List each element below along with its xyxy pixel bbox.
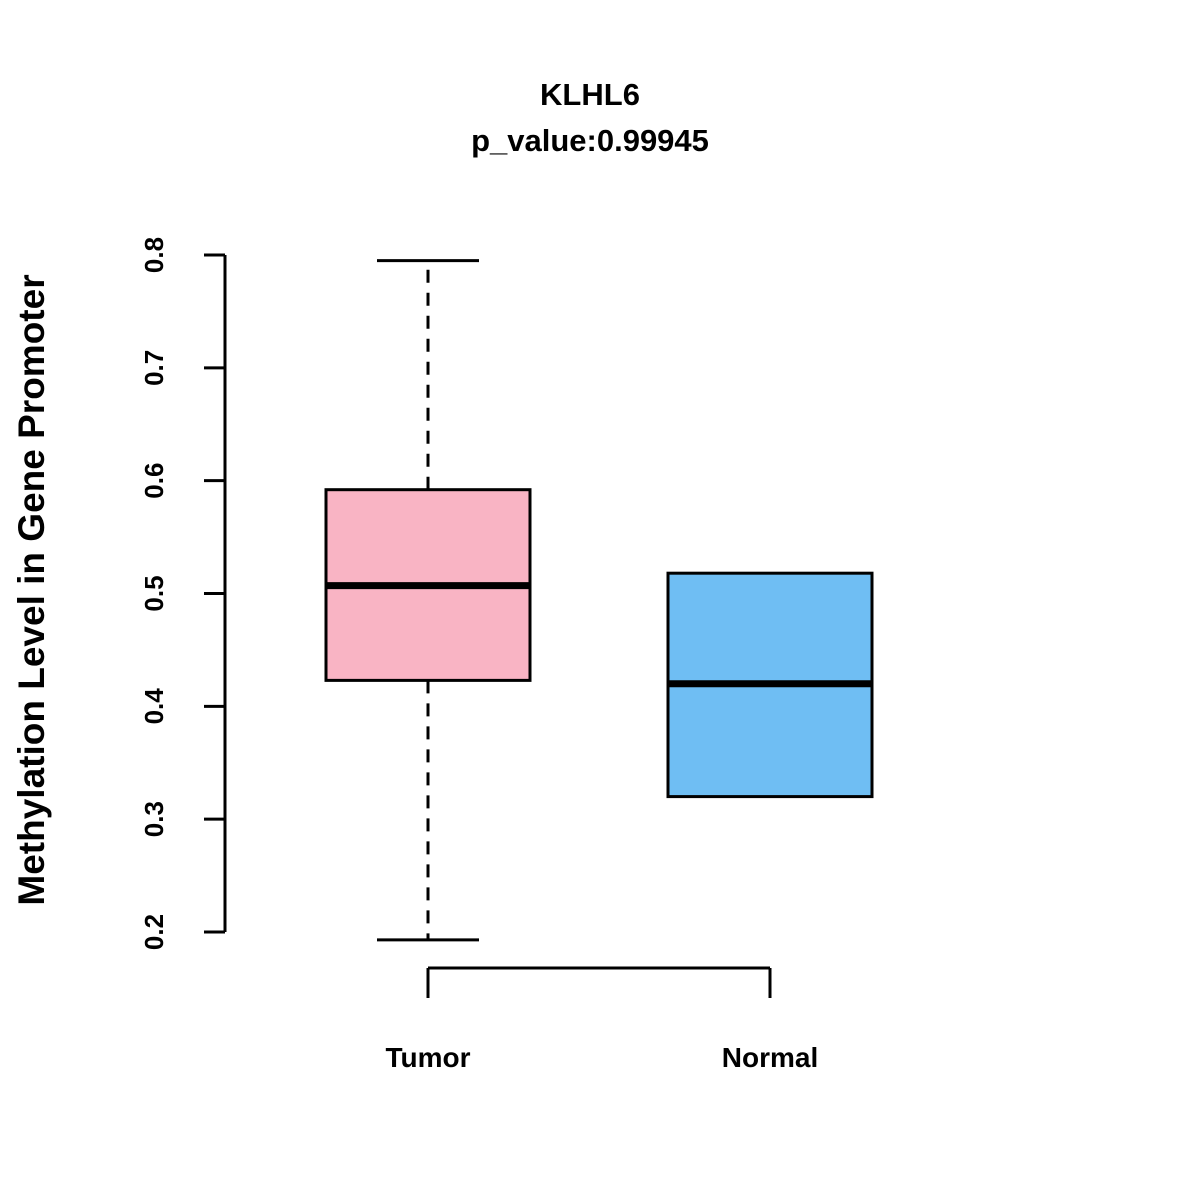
y-axis-title: Methylation Level in Gene Promoter [11,274,52,905]
y-tick-label: 0.4 [139,688,169,725]
x-label-tumor: Tumor [385,1042,470,1073]
y-tick-label: 0.2 [139,914,169,950]
y-tick-label: 0.3 [139,801,169,837]
chart-subtitle: p_value:0.99945 [471,123,709,158]
y-tick-label: 0.6 [139,463,169,499]
chart-title-block: KLHL6 p_value:0.99945 [0,72,1180,164]
y-tick-label: 0.8 [139,237,169,273]
y-tick-label: 0.5 [139,575,169,611]
chart-title: KLHL6 [540,77,640,112]
y-tick-label: 0.7 [139,350,169,386]
x-label-normal: Normal [722,1042,818,1073]
